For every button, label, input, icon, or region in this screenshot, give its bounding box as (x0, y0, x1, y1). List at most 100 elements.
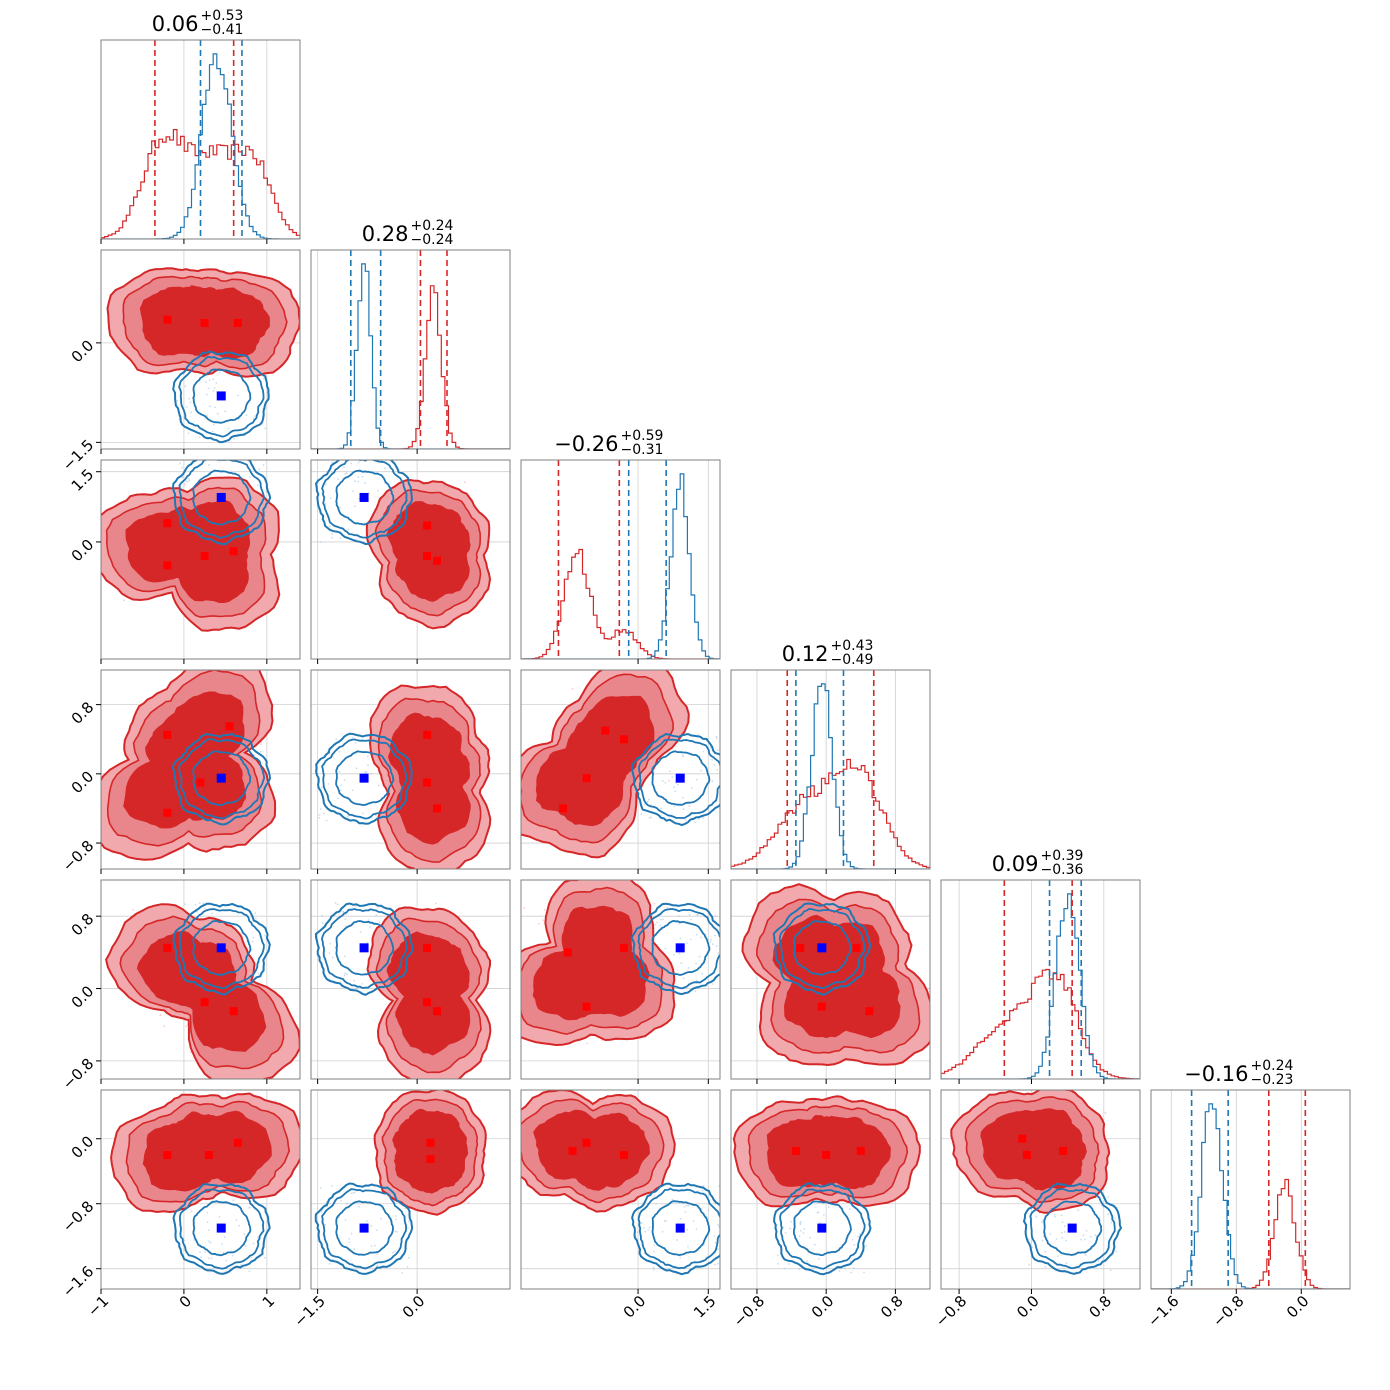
sample-dot (1035, 1216, 1038, 1218)
red-point-marker (1018, 1134, 1027, 1143)
panel-frame (1150, 1089, 1351, 1290)
sample-dot (1115, 1250, 1118, 1253)
sample-dot (640, 813, 643, 816)
sample-dot (724, 1234, 726, 1236)
sample-dot (396, 1230, 398, 1233)
sample-dot (337, 478, 340, 481)
red-histogram (311, 285, 510, 449)
sample-dot (1041, 1239, 1044, 1242)
sample-dot (332, 756, 334, 758)
sample-dot (690, 787, 693, 790)
sample-dot (198, 902, 201, 904)
sample-dot (660, 807, 663, 810)
sample-dot (717, 749, 719, 751)
sample-dot (1094, 1234, 1097, 1237)
sample-dot (669, 770, 671, 773)
sample-dot (208, 452, 210, 454)
sample-dot (863, 1271, 865, 1274)
sample-dot (851, 1238, 854, 1241)
marginal-panel-4 (940, 879, 1141, 1084)
red-histogram (521, 548, 720, 659)
panel-content (101, 40, 300, 239)
y-tick-label: −1.6 (59, 1262, 97, 1300)
sample-dot (701, 1208, 703, 1210)
sample-dot (694, 821, 696, 824)
panel-frame (940, 1089, 1141, 1290)
sample-dot (678, 915, 680, 918)
sample-dot (692, 1220, 695, 1222)
sample-dot (357, 480, 360, 483)
sample-dot (1109, 1269, 1112, 1272)
sample-dot (260, 750, 262, 753)
sample-dot (1061, 1236, 1064, 1239)
joint-panel-2-1 (310, 459, 511, 664)
blue-contour-outer (772, 902, 872, 996)
blue-contour-mid (778, 907, 866, 990)
x-tick-label: 0.8 (877, 1292, 907, 1322)
x-tick-label: −0.8 (932, 1292, 970, 1330)
sample-dot (159, 1014, 162, 1017)
panel-frame (310, 1089, 511, 1290)
sample-dot (252, 936, 255, 939)
blue-contour-outer (773, 1182, 872, 1276)
sample-dot (865, 1245, 868, 1247)
title-value: 0.09 (992, 852, 1039, 876)
blue-point-marker (216, 943, 226, 953)
panel-frame (730, 669, 931, 870)
sample-dot (537, 923, 540, 925)
sample-dot (679, 937, 682, 940)
title-plus-error: +0.24 (1251, 1058, 1294, 1074)
red-contour-inner (535, 695, 655, 827)
sample-dot (686, 1228, 689, 1231)
sample-dot (354, 480, 356, 483)
red-contour-inner (533, 1109, 651, 1191)
x-tick-label: −1.6 (1144, 1292, 1182, 1330)
sample-dot (702, 816, 704, 819)
blue-contour-inner (192, 469, 252, 526)
sample-dot (653, 1244, 656, 1246)
sample-dot (717, 1262, 719, 1265)
red-point-marker (433, 804, 442, 813)
sample-dot (188, 479, 191, 482)
blue-contour-outer (314, 902, 414, 996)
sample-dot (1057, 1255, 1059, 1258)
red-point-marker (1059, 1146, 1068, 1155)
sample-dot (238, 1224, 241, 1227)
panel-frame (100, 249, 301, 450)
red-point-marker (568, 1146, 577, 1155)
panel-frame (520, 459, 721, 660)
title-minus-error: −0.23 (1251, 1072, 1294, 1088)
title-2: −0.26 +0.59−0.31 (554, 428, 663, 458)
sample-dot (355, 767, 358, 770)
sample-dot (361, 476, 364, 478)
marginal-panel-0 (100, 39, 301, 244)
sample-dot (661, 1230, 664, 1233)
sample-dot (240, 1264, 243, 1266)
sample-dot (181, 466, 184, 469)
sample-dot (357, 476, 360, 479)
title-minus-error: −0.31 (621, 442, 664, 458)
sample-dot (328, 1262, 331, 1265)
sample-dot (337, 797, 339, 800)
sample-dot (656, 921, 659, 924)
blue-point-marker (359, 1223, 369, 1233)
red-histogram (941, 968, 1140, 1079)
red-point-marker (620, 943, 629, 952)
x-tick-label: 0.0 (1283, 1292, 1313, 1322)
sample-dot (358, 1205, 360, 1208)
sample-dot (661, 779, 664, 782)
sample-dot (206, 414, 208, 417)
joint-panel-5-2 (520, 1089, 726, 1294)
sample-dot (344, 1219, 347, 1221)
sample-dot (225, 1259, 228, 1262)
sample-dot (383, 467, 386, 470)
sample-dot (321, 786, 323, 789)
joint-panel-2-0 (96, 452, 301, 664)
red-point-marker (229, 1007, 238, 1016)
sample-dot (257, 972, 260, 975)
blue-histogram (1151, 1103, 1350, 1289)
blue-point-marker (359, 943, 369, 953)
panel-frame (100, 1089, 301, 1290)
sample-dot (648, 1226, 651, 1229)
